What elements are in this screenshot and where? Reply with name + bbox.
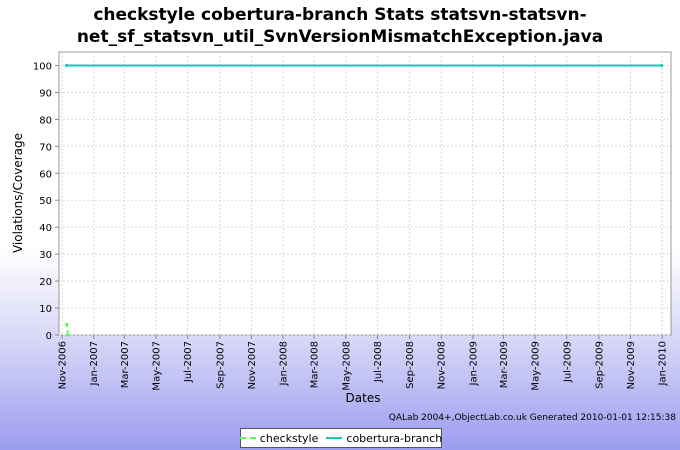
- x-tick-label: Jan-2010: [658, 341, 669, 386]
- data-point-cobertura-branch: [660, 63, 664, 68]
- x-tick-label: Sep-2007: [215, 341, 226, 389]
- series-layer: [65, 63, 664, 337]
- y-tick-label: 80: [39, 115, 52, 126]
- legend: checkstyle cobertura-branch: [239, 428, 442, 448]
- x-tick-label: May-2007: [151, 341, 162, 391]
- legend-label-cobertura-branch: cobertura-branch: [346, 431, 443, 445]
- y-tick-label: 100: [33, 61, 52, 72]
- x-tick-label: Mar-2008: [310, 341, 321, 388]
- chart-title-line-1: checkstyle cobertura-branch Stats statsv…: [93, 5, 587, 25]
- y-tick-label: 60: [39, 169, 52, 180]
- generator-credit: QALab 2004+,ObjectLab.co.uk Generated 20…: [388, 413, 676, 423]
- x-tick-label: Nov-2006: [58, 341, 69, 389]
- legend-item-checkstyle: checkstyle: [239, 431, 319, 445]
- legend-swatch-cobertura-branch: [326, 437, 343, 439]
- x-tick-label: Nov-2007: [247, 341, 258, 389]
- x-axis: Nov-2006 Jan-2007 Mar-2007 May-2007 Jul-2007…: [58, 335, 669, 391]
- x-tick-label: Mar-2009: [499, 341, 510, 388]
- legend-swatch-checkstyle: [239, 437, 256, 439]
- x-tick-label: Jan-2008: [279, 341, 290, 386]
- plot-area: [58, 51, 672, 336]
- y-tick-label: 70: [39, 142, 52, 153]
- legend-item-cobertura-branch: cobertura-branch: [326, 432, 442, 445]
- y-axis-label: Violations/Coverage: [11, 133, 25, 253]
- x-axis-label: Dates: [346, 391, 381, 405]
- x-tick-label: Sep-2009: [594, 341, 605, 389]
- y-tick-label: 0: [46, 331, 52, 342]
- data-point-checkstyle: [65, 322, 69, 326]
- chart-title-line-2: net_sf_statsvn_util_SvnVersionMismatchEx…: [76, 27, 604, 47]
- x-tick-label: Jul-2009: [562, 341, 573, 383]
- y-tick-label: 90: [39, 88, 52, 99]
- series-line-checkstyle: [65, 324, 69, 336]
- data-point-checkstyle: [66, 333, 70, 337]
- data-point-cobertura-branch: [65, 63, 69, 68]
- y-tick-label: 30: [39, 250, 52, 261]
- x-tick-label: Mar-2007: [120, 341, 131, 388]
- x-tick-label: Jan-2007: [89, 341, 100, 386]
- y-tick-label: 50: [39, 196, 52, 207]
- x-tick-label: Jul-2008: [373, 341, 384, 383]
- y-tick-label: 10: [39, 304, 52, 315]
- x-tick-label: May-2009: [531, 341, 542, 391]
- x-tick-label: May-2008: [341, 341, 352, 391]
- chart-title: checkstyle cobertura-branch Stats statsv…: [0, 4, 680, 48]
- legend-label-checkstyle: checkstyle: [259, 431, 319, 445]
- x-tick-label: Jan-2009: [468, 341, 479, 386]
- x-tick-label: Sep-2008: [405, 341, 416, 389]
- x-tick-label: Jul-2007: [183, 341, 194, 383]
- y-tick-label: 20: [39, 277, 52, 288]
- x-tick-label: Nov-2008: [437, 341, 448, 389]
- y-axis: 0 10 20 30 40 50 60 70 80 90 100: [33, 61, 59, 342]
- y-tick-label: 40: [39, 223, 52, 234]
- x-tick-label: Nov-2009: [626, 341, 637, 389]
